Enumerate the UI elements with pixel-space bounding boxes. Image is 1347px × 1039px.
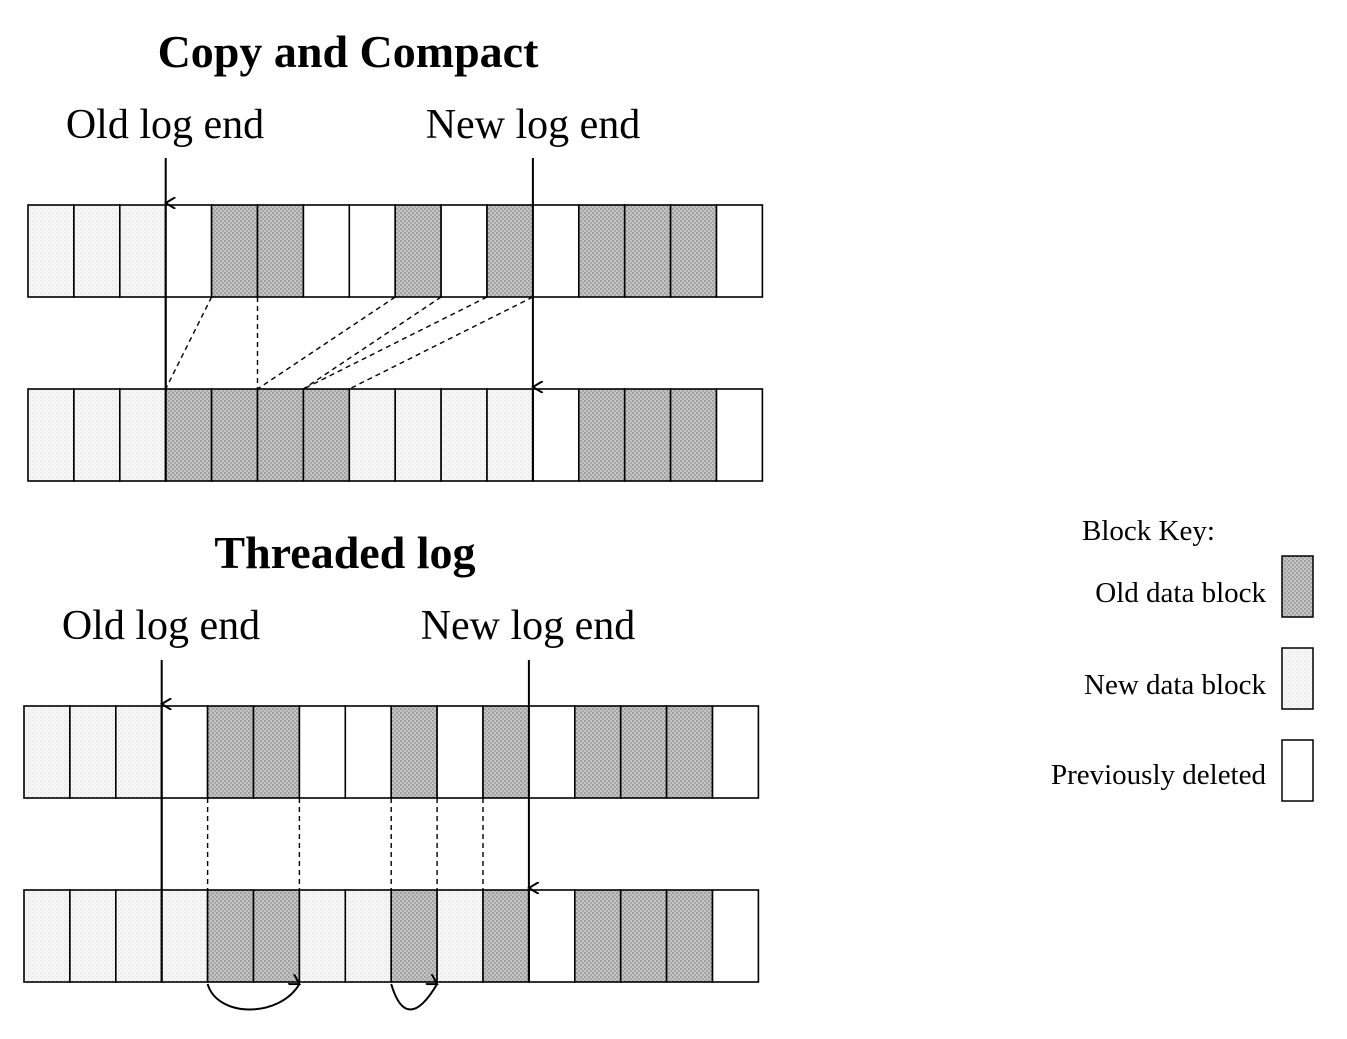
log-block-deleted xyxy=(715,388,764,482)
log-block-deleted xyxy=(711,889,760,983)
log-block-deleted xyxy=(348,204,396,298)
log-block-old xyxy=(482,705,530,799)
log-block-old xyxy=(164,388,213,482)
log-block-old xyxy=(669,204,718,298)
threaded-log-title: Threaded log xyxy=(214,527,475,578)
log-block-deleted xyxy=(528,889,576,983)
log-block-old xyxy=(573,705,622,799)
copy-link-line xyxy=(165,296,213,390)
log-block-old xyxy=(486,204,534,298)
log-block-new xyxy=(119,388,167,482)
log-block-old xyxy=(665,705,714,799)
log-block-deleted xyxy=(160,705,209,799)
copy-link-line xyxy=(257,296,396,390)
log-block-old xyxy=(206,705,255,799)
log-block-old xyxy=(577,204,626,298)
before-log-row-1 xyxy=(27,204,764,298)
log-block-old xyxy=(573,889,622,983)
after-log-row-2 xyxy=(23,889,760,983)
thread-links xyxy=(206,798,484,890)
old-log-end-label-2: Old log end xyxy=(62,603,260,649)
new-log-end-label-1: New log end xyxy=(426,102,641,148)
log-block-deleted xyxy=(532,204,580,298)
log-block-old xyxy=(302,388,351,482)
legend-label-old: Old data block xyxy=(1095,577,1266,609)
log-block-old xyxy=(252,705,301,799)
log-block-deleted xyxy=(440,204,488,298)
old-log-end-label-1: Old log end xyxy=(66,102,264,148)
log-block-new xyxy=(160,889,209,983)
legend-label-new: New data block xyxy=(1084,669,1266,701)
log-block-new xyxy=(344,889,392,983)
log-block-old xyxy=(623,204,672,298)
log-block-old xyxy=(623,388,672,482)
log-block-old xyxy=(669,388,718,482)
log-block-new xyxy=(298,889,347,983)
copy-links xyxy=(165,296,534,390)
block-key-legend: Block Key: Old data block New data block… xyxy=(1051,515,1314,802)
log-block-new xyxy=(27,204,75,298)
log-block-deleted xyxy=(711,705,760,799)
thread-arrows xyxy=(206,984,438,1011)
log-block-old xyxy=(210,388,259,482)
log-block-new xyxy=(69,889,117,983)
legend-label-deleted: Previously deleted xyxy=(1051,759,1267,791)
log-block-new xyxy=(23,889,71,983)
log-block-deleted xyxy=(528,705,576,799)
log-block-new xyxy=(394,388,442,482)
before-log-row-2 xyxy=(23,705,760,799)
log-block-new xyxy=(119,204,167,298)
log-block-new xyxy=(115,889,163,983)
log-block-old xyxy=(390,889,438,983)
log-block-old xyxy=(482,889,530,983)
copy-and-compact-section: Copy and Compact Old log end New log end xyxy=(27,26,764,482)
log-block-new xyxy=(436,889,484,983)
legend-swatch-new xyxy=(1281,647,1314,710)
log-block-new xyxy=(440,388,488,482)
log-block-new xyxy=(348,388,396,482)
log-block-old xyxy=(206,889,255,983)
log-block-deleted xyxy=(344,705,392,799)
log-block-new xyxy=(486,388,534,482)
log-block-old xyxy=(252,889,301,983)
log-block-new xyxy=(115,705,163,799)
copy-link-line xyxy=(303,296,488,390)
after-log-row-1 xyxy=(27,388,764,482)
log-block-old xyxy=(210,204,259,298)
log-block-old xyxy=(619,705,668,799)
legend-swatch-old xyxy=(1281,555,1314,618)
log-end-pointers-1 xyxy=(166,158,533,481)
log-block-deleted xyxy=(532,388,580,482)
log-block-deleted xyxy=(298,705,347,799)
thread-arrow xyxy=(206,984,300,1011)
log-block-old xyxy=(394,204,442,298)
log-block-old xyxy=(577,388,626,482)
log-block-deleted xyxy=(302,204,351,298)
threaded-log-section: Threaded log Old log end New log end xyxy=(23,527,760,1011)
copy-link-line xyxy=(348,296,534,390)
copy-and-compact-title: Copy and Compact xyxy=(158,26,540,77)
log-block-old xyxy=(256,388,305,482)
log-block-old xyxy=(390,705,438,799)
log-end-pointers-2 xyxy=(162,660,529,982)
legend-swatch-deleted xyxy=(1281,739,1314,802)
log-block-deleted xyxy=(164,204,213,298)
copy-link-line xyxy=(303,296,442,390)
log-block-new xyxy=(69,705,117,799)
log-block-new xyxy=(73,388,121,482)
log-block-new xyxy=(23,705,71,799)
log-block-new xyxy=(27,388,75,482)
new-log-end-label-2: New log end xyxy=(421,603,636,649)
log-block-new xyxy=(73,204,121,298)
legend-title: Block Key: xyxy=(1082,515,1215,547)
log-block-old xyxy=(256,204,305,298)
log-block-deleted xyxy=(436,705,484,799)
log-block-old xyxy=(665,889,714,983)
log-block-deleted xyxy=(715,204,764,298)
log-block-old xyxy=(619,889,668,983)
thread-arrow xyxy=(390,984,437,1011)
